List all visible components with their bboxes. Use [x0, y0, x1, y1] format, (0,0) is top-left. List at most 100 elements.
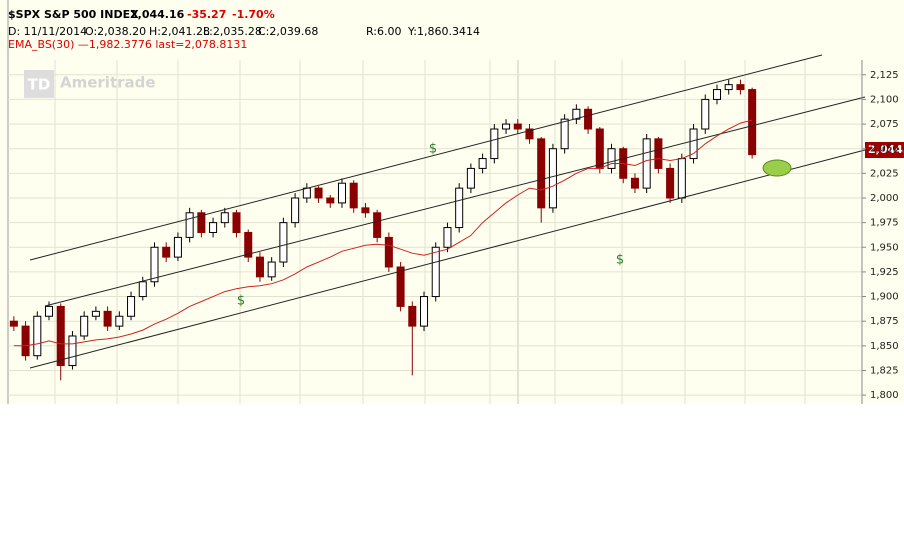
- candle-body: [314, 187, 323, 199]
- candle-body: [712, 89, 721, 100]
- y-tick-label: 2,075: [870, 119, 899, 130]
- candle-body: [267, 261, 276, 278]
- candle-body: [689, 128, 698, 160]
- y-tick-label: 1,950: [870, 242, 899, 253]
- candle-body: [478, 158, 487, 169]
- y-tick-label: 1,900: [870, 292, 899, 303]
- candle-body: [173, 236, 182, 258]
- candle-body: [724, 84, 733, 91]
- title: $SPX S&P 500 INDEX: [8, 8, 139, 21]
- candle-body: [408, 305, 417, 327]
- candle-body: [490, 128, 499, 160]
- candle-body: [548, 148, 557, 209]
- watermark-box: [24, 70, 54, 98]
- candle-body: [232, 212, 241, 233]
- candle-body: [209, 222, 218, 233]
- candle-body: [302, 187, 311, 199]
- candle-body: [595, 128, 604, 169]
- candle-body: [654, 138, 663, 169]
- candle-body: [572, 108, 581, 120]
- y-tick-label: 2,125: [870, 70, 899, 81]
- candle-body: [748, 89, 757, 156]
- y-tick-label: 2,100: [870, 94, 899, 105]
- candle-body: [127, 296, 136, 317]
- candle-body: [115, 315, 124, 327]
- candle-body: [443, 227, 452, 248]
- ema-line: [13, 119, 753, 347]
- last-price-label: 2,044.: [868, 143, 904, 156]
- candle-body: [337, 182, 346, 204]
- info: C:2,039.68: [258, 25, 318, 38]
- candle-body: [56, 305, 65, 367]
- y-tick-label: 1,975: [870, 218, 899, 229]
- axis-background: [862, 60, 904, 404]
- candle-body: [68, 335, 77, 367]
- dollar-sign: $: [237, 294, 245, 309]
- candle-body: [502, 123, 511, 130]
- candle-body: [560, 118, 569, 150]
- candle-body: [431, 246, 440, 298]
- candle-body: [525, 128, 534, 140]
- candle-body: [33, 315, 42, 357]
- date-grid: [54, 60, 806, 404]
- watermark-logo: TD: [28, 76, 51, 94]
- candle-body: [103, 310, 112, 327]
- candle-body: [220, 212, 229, 224]
- candle-body: [466, 167, 475, 189]
- candle-body: [9, 320, 18, 327]
- highlight-ellipse: [762, 159, 792, 177]
- candle-body: [537, 138, 546, 209]
- change: -35.27: [187, 8, 226, 21]
- candle-body: [666, 167, 675, 199]
- candle-body: [279, 222, 288, 263]
- candle-body: [349, 182, 358, 209]
- candle-body: [455, 187, 464, 229]
- candle-body: [80, 315, 89, 337]
- candle-body: [420, 296, 429, 327]
- y-tick-label: 2,000: [870, 193, 899, 204]
- cursor: Y:1,860.3414: [407, 25, 480, 38]
- candle-body: [607, 148, 616, 169]
- candle-body: [677, 158, 686, 199]
- candle-body: [162, 246, 171, 258]
- candle-body: [91, 310, 100, 317]
- candle-body: [513, 123, 522, 130]
- candle-body: [244, 231, 253, 258]
- y-tick-label: 1,800: [870, 390, 899, 401]
- candle-body: [384, 236, 393, 268]
- info: H:2,041.28: [149, 25, 210, 38]
- price: 2,044.16: [130, 8, 185, 21]
- candle-body: [45, 305, 54, 317]
- last-price-box: [865, 142, 904, 158]
- dollar-sign: $: [429, 142, 437, 157]
- candle-body: [150, 246, 159, 283]
- candle-body: [21, 325, 30, 357]
- candle-body: [584, 108, 593, 130]
- candle-body: [197, 212, 206, 233]
- channel-lines: [29, 54, 866, 369]
- candle-body: [373, 212, 382, 238]
- info: O:2,038.20: [85, 25, 146, 38]
- y-tick-label: 1,825: [870, 365, 899, 376]
- candle-body: [138, 281, 147, 298]
- y-tick-label: 2,025: [870, 168, 899, 179]
- candle-body: [396, 266, 405, 307]
- candle-body: [736, 84, 745, 91]
- cursor: R:6.00: [366, 25, 402, 38]
- y-tick-label: 1,850: [870, 341, 899, 352]
- candles: [9, 79, 757, 381]
- y-tick-label: 1,875: [870, 316, 899, 327]
- info: D: 11/11/2014: [8, 25, 87, 38]
- watermark: Ameritrade: [60, 74, 156, 92]
- y-tick-label: 1,925: [870, 267, 899, 278]
- change-pct: -1.70%: [232, 8, 275, 21]
- info: L:2,035.28: [203, 25, 262, 38]
- ema-label: EMA_BS(30) —1,982.3776 last=2,078.8131: [8, 38, 247, 51]
- candle-body: [255, 256, 264, 278]
- candle-body: [361, 207, 370, 214]
- candle-body: [185, 212, 194, 238]
- candle-body: [642, 138, 651, 189]
- dollar-sign: $: [616, 253, 624, 268]
